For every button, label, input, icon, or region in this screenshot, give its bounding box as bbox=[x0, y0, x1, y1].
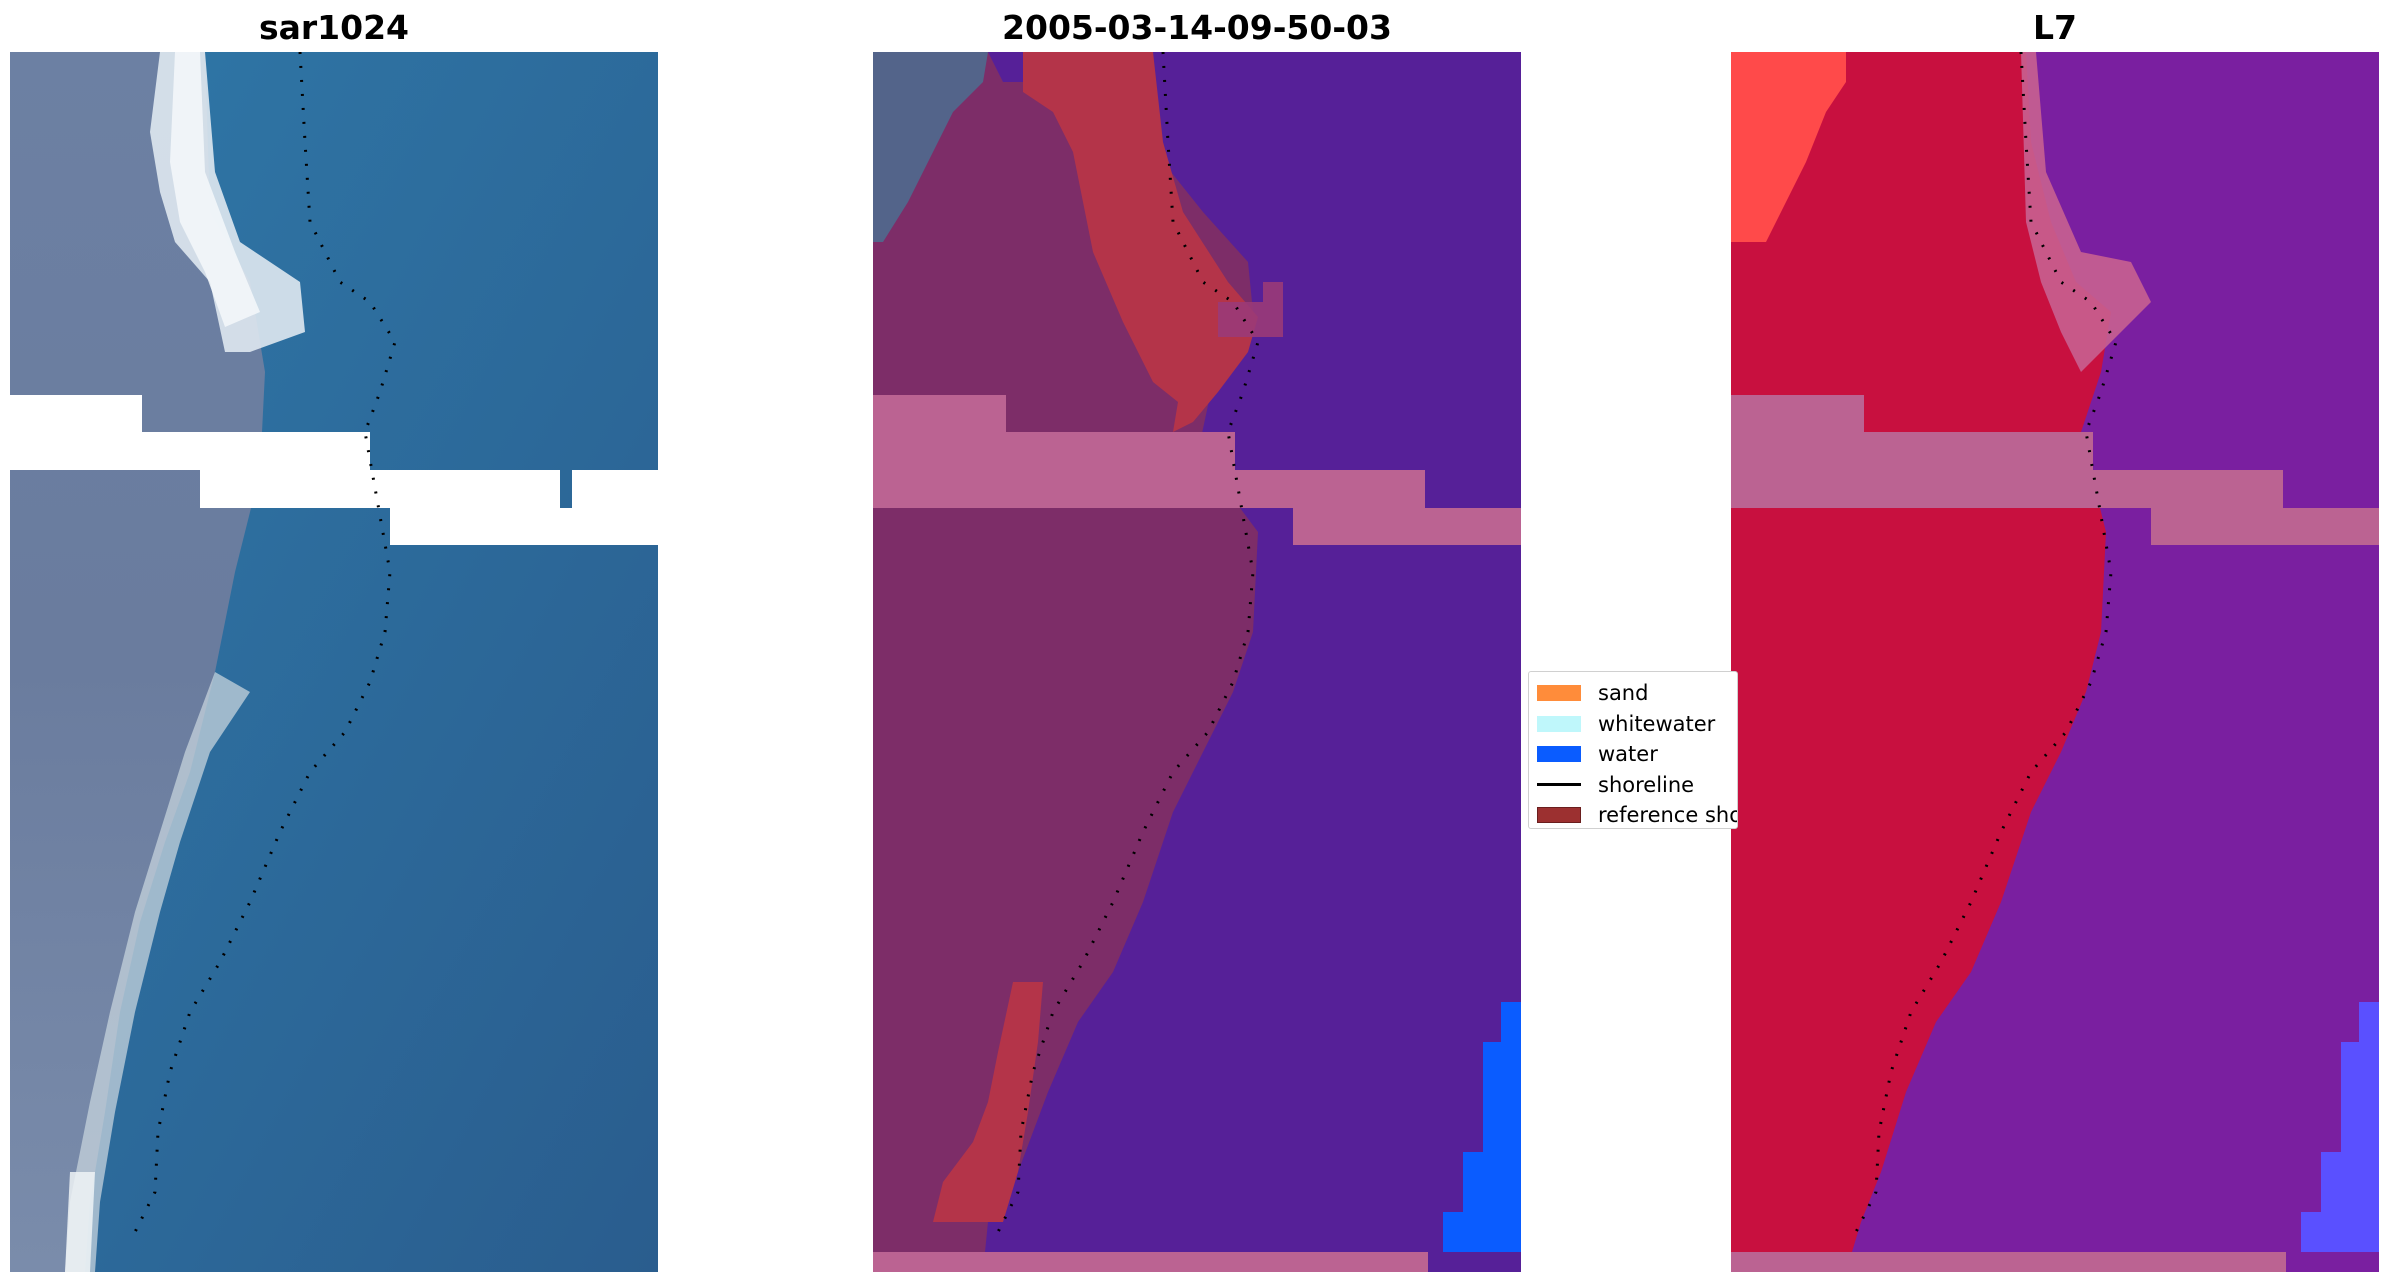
legend: sand whitewater water shoreline referenc… bbox=[1528, 671, 1738, 829]
legend-label-sand: sand bbox=[1598, 681, 1649, 706]
land-area bbox=[10, 52, 265, 1272]
reference-shoreline-swatch bbox=[1537, 807, 1581, 824]
classified-image bbox=[873, 52, 1521, 1272]
nodata-band-3 bbox=[1921, 470, 2283, 508]
legend-label-water: water bbox=[1598, 742, 1658, 767]
shoreline-line-swatch bbox=[1537, 783, 1581, 787]
legend-item-sand: sand bbox=[1537, 678, 1737, 709]
blue-fc-area bbox=[2301, 1002, 2379, 1252]
surf-zone-lower bbox=[65, 672, 250, 1272]
rgb-image-panel bbox=[10, 52, 658, 1272]
legend-item-reference-shoreline: reference sho bbox=[1537, 800, 1738, 828]
whitewater-swatch bbox=[1537, 715, 1581, 732]
nodata-band-1 bbox=[1731, 395, 1864, 432]
nodata-strip-b bbox=[10, 432, 370, 470]
legend-label-shoreline: shoreline bbox=[1598, 772, 1695, 797]
nodata-strip-a bbox=[10, 395, 142, 432]
right-panel-title: L7 bbox=[2033, 8, 2077, 47]
surf-fc-highlight bbox=[2021, 52, 2151, 372]
legend-label-whitewater: whitewater bbox=[1598, 711, 1716, 736]
water-pure-area bbox=[1443, 1002, 1521, 1252]
pink-blocks-upper bbox=[1218, 282, 1283, 337]
nodata-band-4 bbox=[2151, 508, 2379, 545]
nodata-strip-f bbox=[572, 470, 658, 508]
rgb-image bbox=[10, 52, 658, 1272]
legend-item-water: water bbox=[1537, 739, 1737, 770]
left-panel-title: sar1024 bbox=[258, 8, 410, 47]
nodata-band-bottom bbox=[873, 1252, 1428, 1272]
middle-panel-title: 2005-03-14-09-50-03 bbox=[1002, 8, 1392, 47]
reference-shoreline-area-lower bbox=[933, 982, 1043, 1222]
sand-swatch bbox=[1537, 685, 1581, 702]
reference-shoreline-area-upper bbox=[1023, 52, 1258, 432]
nodata-band-5 bbox=[873, 470, 1063, 508]
nodata-band-bottom bbox=[1731, 1252, 2286, 1272]
false-colour-image bbox=[1731, 52, 2379, 1272]
legend-item-shoreline: shoreline bbox=[1537, 770, 1737, 801]
nodata-band-2 bbox=[1731, 432, 2093, 470]
false-colour-image-panel bbox=[1731, 52, 2379, 1272]
nodata-band-3 bbox=[1063, 470, 1425, 508]
bright-land-corner bbox=[1731, 52, 1846, 242]
nodata-band-4 bbox=[1293, 508, 1521, 545]
nodata-band-2 bbox=[873, 432, 1235, 470]
nodata-strip-c bbox=[200, 470, 560, 508]
surf-zone-lower-bright bbox=[65, 1172, 95, 1272]
surf-zone-bright bbox=[170, 52, 260, 327]
legend-item-whitewater: whitewater bbox=[1537, 709, 1737, 740]
classified-image-panel bbox=[873, 52, 1521, 1272]
nodata-band-5 bbox=[1731, 470, 1921, 508]
nodata-strip-e bbox=[390, 508, 658, 545]
water-swatch bbox=[1537, 746, 1581, 763]
nodata-band-1 bbox=[873, 395, 1006, 432]
dark-water-edge bbox=[873, 52, 988, 242]
land-fc-area bbox=[1731, 52, 2111, 1272]
legend-label-reference-shoreline: reference sho bbox=[1598, 803, 1738, 828]
